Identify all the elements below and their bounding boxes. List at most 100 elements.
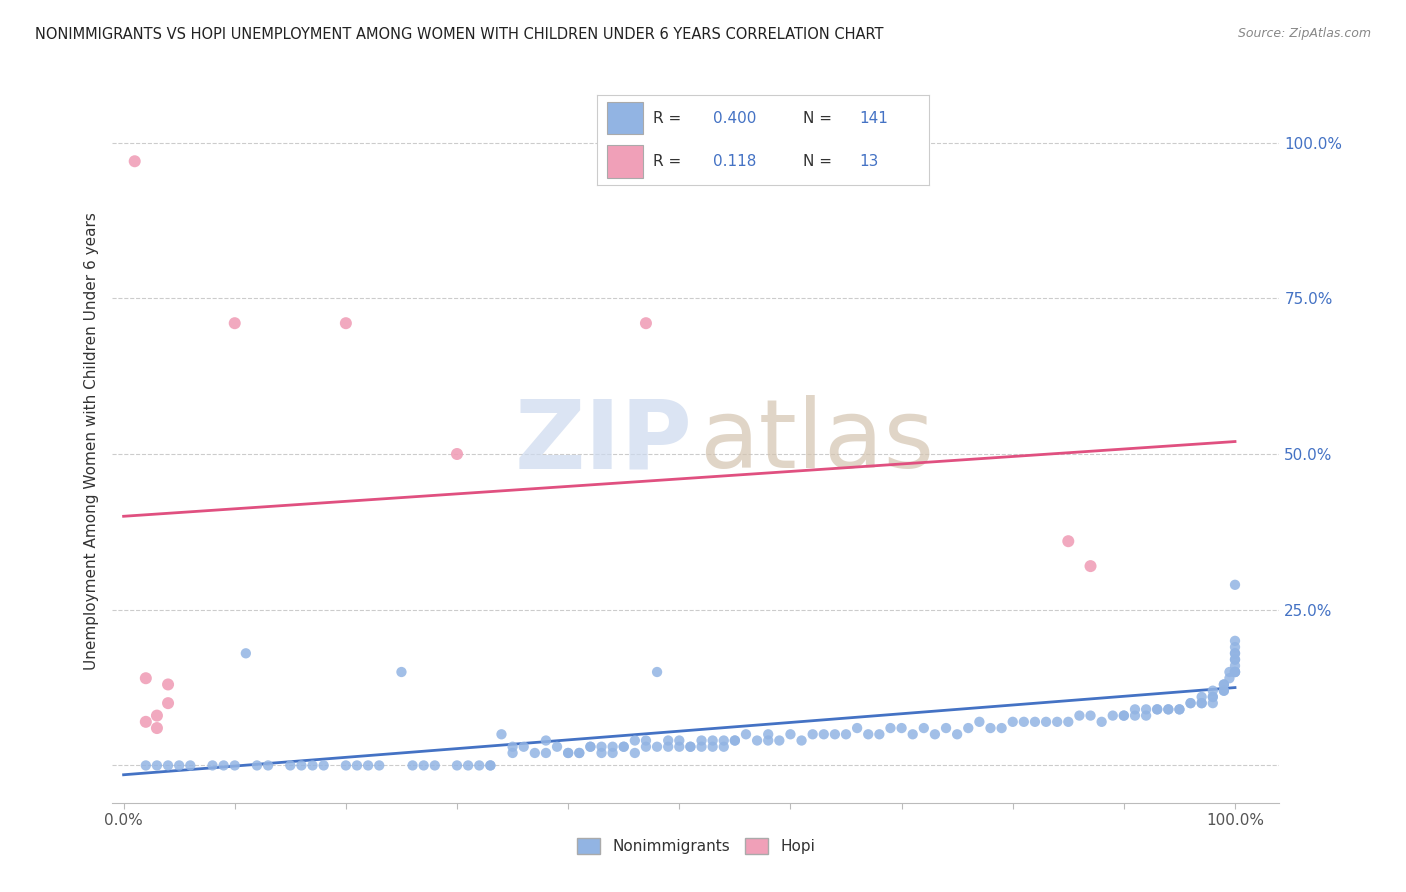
Point [912,721,935,735]
Point [1191,696,1213,710]
Point [212,758,235,772]
Point [790,733,813,747]
Point [290,758,312,772]
Point [401,758,423,772]
Point [1212,677,1234,691]
Point [157,758,180,772]
Point [335,758,357,772]
Point [1101,708,1123,723]
Point [534,746,557,760]
Point [157,677,180,691]
Point [634,316,657,330]
Point [679,739,702,754]
Point [657,739,679,754]
Point [1180,696,1202,710]
Point [146,721,169,735]
Point [146,708,169,723]
Point [1001,714,1024,729]
Point [224,316,246,330]
Point [1069,708,1091,723]
Point [1202,690,1225,704]
Point [624,733,647,747]
Point [613,739,636,754]
Point [146,758,169,772]
Point [990,721,1012,735]
Point [457,758,479,772]
Point [613,739,636,754]
Point [1202,690,1225,704]
Point [257,758,280,772]
Point [579,739,602,754]
Point [1080,708,1102,723]
Point [1035,714,1057,729]
Point [835,727,858,741]
Point [1157,702,1180,716]
Point [312,758,335,772]
Point [224,758,246,772]
Point [1057,534,1080,549]
Point [657,733,679,747]
Point [1212,683,1234,698]
Point [246,758,269,772]
Point [702,739,724,754]
Point [1223,640,1246,654]
Point [512,739,534,754]
Point [602,746,624,760]
Point [946,727,969,741]
Point [624,746,647,760]
Point [357,758,380,772]
Point [1012,714,1035,729]
Point [724,733,747,747]
Point [1146,702,1168,716]
Point [491,727,513,741]
Point [1135,702,1157,716]
Point [779,727,801,741]
Point [768,733,790,747]
Point [1146,702,1168,716]
Point [879,721,901,735]
Legend: Nonimmigrants, Hopi: Nonimmigrants, Hopi [571,832,821,860]
Point [523,746,546,760]
Point [412,758,434,772]
Point [135,758,157,772]
Point [1218,665,1240,679]
Point [1223,665,1246,679]
Point [801,727,824,741]
Text: atlas: atlas [699,395,935,488]
Point [957,721,980,735]
Point [1212,683,1234,698]
Point [1157,702,1180,716]
Point [201,758,224,772]
Point [735,727,758,741]
Point [135,714,157,729]
Point [1223,646,1246,660]
Point [301,758,323,772]
Point [335,316,357,330]
Point [446,447,468,461]
Point [557,746,579,760]
Point [668,733,690,747]
Point [1191,690,1213,704]
Point [901,727,924,741]
Point [1112,708,1135,723]
Point [846,721,869,735]
Point [1202,683,1225,698]
Point [179,758,201,772]
Point [468,758,491,772]
Point [368,758,391,772]
Point [1123,708,1146,723]
Point [690,733,713,747]
Point [602,739,624,754]
Point [446,758,468,772]
Point [423,758,446,772]
Point [1223,665,1246,679]
Point [479,758,502,772]
Text: NONIMMIGRANTS VS HOPI UNEMPLOYMENT AMONG WOMEN WITH CHILDREN UNDER 6 YEARS CORRE: NONIMMIGRANTS VS HOPI UNEMPLOYMENT AMONG… [35,27,883,42]
Point [546,739,568,754]
Point [1046,714,1069,729]
Point [591,739,613,754]
Point [157,696,180,710]
Point [1080,559,1102,574]
Point [479,758,502,772]
Point [1091,714,1114,729]
